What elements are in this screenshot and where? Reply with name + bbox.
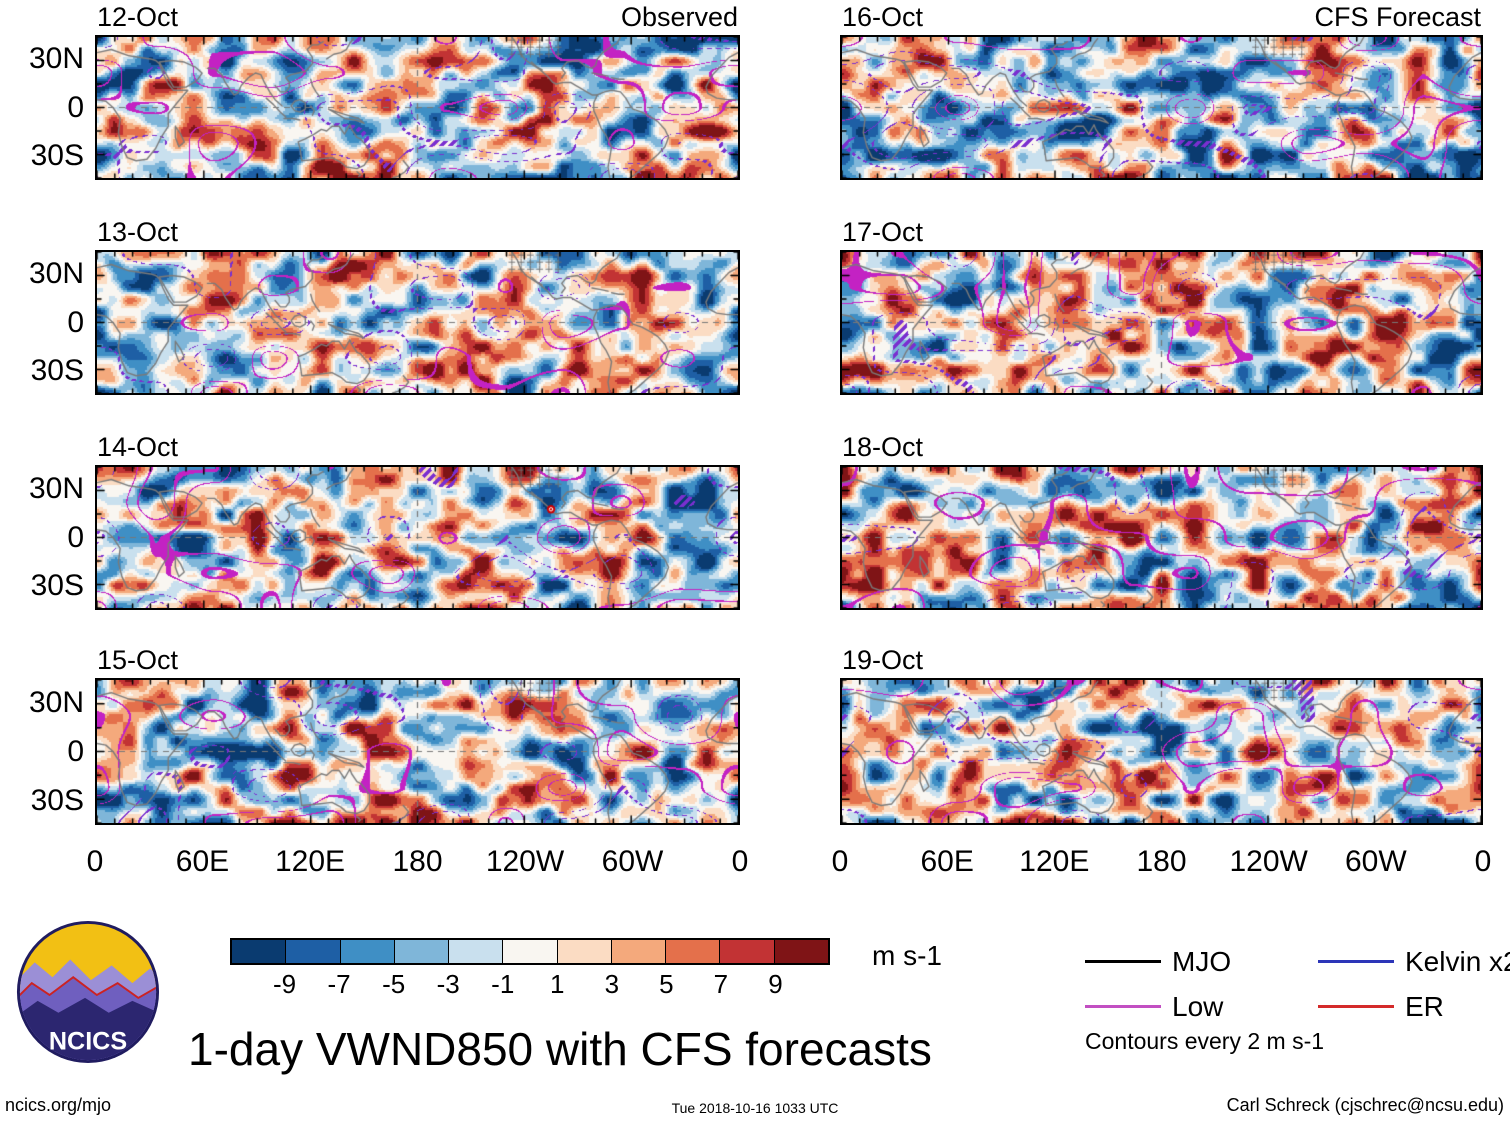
x-tick: 0 [1474, 845, 1492, 878]
x-tick: 60E [920, 845, 974, 878]
map-canvas [842, 467, 1481, 608]
map-canvas [842, 37, 1481, 178]
figure-title: 1-day VWND850 with CFS forecasts [188, 1023, 932, 1075]
colorbar-tick: 7 [713, 969, 729, 999]
map-panel-15-oct: 15-Oct [95, 645, 740, 825]
colorbar-cell [611, 940, 667, 963]
colorbar-cell [449, 940, 504, 963]
x-tick: 0 [831, 845, 849, 878]
panel-date-label: 17-Oct [842, 217, 924, 247]
legend-label-er: ER [1405, 991, 1444, 1022]
colorbar-tick: -3 [436, 969, 460, 999]
colorbar-tick: -5 [382, 969, 406, 999]
y-tick-30s: 30S [30, 139, 84, 172]
y-tick-30n: 30N [28, 257, 84, 290]
logo-mountain-front [19, 997, 157, 1061]
colorbar-tick: 9 [768, 969, 783, 999]
legend-line-low [1085, 1005, 1161, 1008]
x-tick: 180 [1136, 845, 1187, 878]
y-tick-0: 0 [67, 521, 84, 554]
y-tick-30n: 30N [28, 472, 84, 505]
map-panel-18-oct: 18-Oct [840, 432, 1483, 610]
map-panel-14-oct: 14-Oct [95, 432, 740, 610]
x-tick: 60W [1344, 845, 1407, 878]
legend-line-er [1318, 1005, 1394, 1008]
ncics-logo: NCICS [16, 920, 160, 1064]
x-tick: 60W [601, 845, 664, 878]
colorbar-cell [557, 940, 612, 963]
colorbar-cell [232, 940, 287, 963]
panel-date-label: 13-Oct [97, 217, 179, 247]
y-tick-0: 0 [67, 306, 84, 339]
colorbar-cell [394, 940, 450, 963]
map-canvas [842, 680, 1481, 823]
map-panel-12-oct: 12-Oct Observed [95, 2, 740, 180]
x-axis-left: 0 60E 120E 180 120W 60W 0 [87, 845, 749, 881]
panel-date-label: 19-Oct [842, 645, 924, 675]
map-canvas [97, 680, 738, 823]
footer-timestamp: Tue 2018-10-16 1033 UTC [671, 1100, 839, 1116]
x-tick: 120W [485, 845, 565, 878]
x-tick: 120W [1229, 845, 1308, 878]
panel-date-label: 18-Oct [842, 432, 924, 462]
colorbar-tick: 5 [659, 969, 674, 999]
y-tick-0: 0 [67, 735, 84, 768]
colorbar-tick: 3 [604, 969, 620, 999]
footer-url: ncics.org/mjo [5, 1095, 112, 1115]
x-tick: 180 [392, 845, 443, 878]
x-tick: 120E [1019, 845, 1090, 878]
colorbar-cell [666, 940, 721, 963]
colorbar-cell [340, 940, 395, 963]
panel-date-label: 16-Oct [842, 2, 924, 32]
map-panel-13-oct: 13-Oct [95, 217, 740, 395]
map-canvas [97, 37, 738, 178]
map-canvas [842, 252, 1481, 393]
y-tick-30s: 30S [30, 784, 84, 817]
x-axis-right: 0 60E 120E 180 120W 60W 0 [832, 845, 1492, 881]
legend-label-mjo: MJO [1172, 946, 1232, 977]
panel-date-label: 15-Oct [97, 645, 179, 675]
panel-date-label: 12-Oct [97, 2, 179, 32]
map-panel-19-oct: 19-Oct [840, 645, 1483, 825]
x-tick: 0 [86, 845, 104, 878]
map-panel-16-oct: 16-Oct CFS Forecast [840, 2, 1483, 180]
legend-label-low: Low [1172, 991, 1224, 1022]
y-tick-30n: 30N [28, 42, 84, 75]
legend-line-kelvin [1318, 960, 1394, 963]
colorbar-tick: -7 [327, 969, 351, 999]
legend-label-kelvin: Kelvin x2 [1405, 946, 1510, 977]
logo-text: NCICS [49, 1028, 127, 1056]
colorbar-cell [286, 940, 341, 963]
colorbar-strip [230, 938, 830, 965]
legend-note: Contours every 2 m s-1 [1085, 1028, 1325, 1054]
colorbar: -9 -7 -5 -3 -1 1 3 5 7 9 [230, 938, 830, 999]
map-canvas [97, 467, 738, 608]
colorbar-cell [503, 940, 558, 963]
y-tick-30n: 30N [28, 686, 84, 719]
y-tick-0: 0 [67, 91, 84, 124]
column-label-forecast: CFS Forecast [1314, 2, 1481, 32]
colorbar-cell [774, 940, 828, 963]
colorbar-tick: 1 [550, 969, 565, 999]
legend-line-mjo [1085, 960, 1161, 963]
colorbar-labels: -9 -7 -5 -3 -1 1 3 5 7 9 [230, 965, 830, 999]
panel-date-label: 14-Oct [97, 432, 179, 462]
y-tick-30s: 30S [30, 569, 84, 602]
colorbar-tick: -1 [491, 969, 515, 999]
y-tick-30s: 30S [30, 354, 84, 387]
colorbar-units: m s-1 [872, 940, 942, 971]
map-panel-17-oct: 17-Oct [840, 217, 1483, 395]
x-tick: 0 [731, 845, 749, 878]
x-tick: 60E [175, 845, 230, 878]
map-canvas [97, 252, 738, 393]
x-tick: 120E [274, 845, 346, 878]
colorbar-cell [720, 940, 775, 963]
column-label-observed: Observed [620, 2, 738, 32]
footer-author: Carl Schreck (cjschrec@ncsu.edu) [1226, 1095, 1504, 1115]
colorbar-tick: -9 [272, 969, 297, 999]
